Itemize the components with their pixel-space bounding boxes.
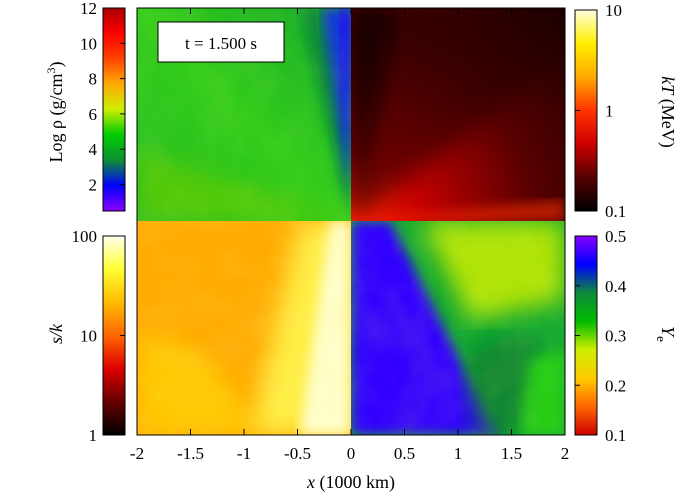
simulation-field [137,8,565,435]
x-tick-label: 1 [454,444,463,463]
x-tick-label: 0 [347,444,356,463]
x-axis-label: x (1000 km) [306,472,395,493]
colorbar-tick-label: 0.2 [605,376,626,395]
x-tick-label: -2 [130,444,144,463]
colorbar-ye-ticks: 0.1 0.2 0.3 0.4 0.5 [575,227,627,445]
colorbar-density: 2 4 6 8 10 12 Log ρ (g/cm3) [44,0,126,212]
colorbar-tick-label: 0.4 [605,277,627,296]
colorbar-density-label: Log ρ (g/cm3) [44,62,67,163]
x-tick-label: 0.5 [394,444,415,463]
x-tick-label: -1.5 [177,444,204,463]
temperature-quadrant [351,8,565,221]
colorbar-ye: 0.1 0.2 0.3 0.4 0.5 Ye [574,227,678,445]
entropy-quadrant [137,221,351,435]
colorbar-density-ticks: 2 4 6 8 10 12 [80,0,125,195]
colorbar-tick-label: 6 [89,105,98,124]
colorbar-tick-label: 10 [80,34,97,53]
colorbar-tick-label: 10 [605,1,622,20]
colorbar-temperature-ticks: 0.1 1 10 [575,1,626,221]
colorbar-entropy-label: s/k [46,323,66,344]
colorbar-tick-label: 10 [80,327,97,346]
x-tick-label: 2 [561,444,570,463]
x-tick-label: 1.5 [501,444,522,463]
colorbar-tick-label: 1 [89,426,98,445]
colorbar-entropy: 1 10 100 s/k [46,227,126,445]
x-tick-label: -1 [237,444,251,463]
x-axis: -2 -1.5 -1 -0.5 0 0.5 1 1.5 2 [130,8,569,463]
time-label-box: t = 1.500 s [157,21,285,63]
colorbar-tick-label: 0.5 [605,227,626,246]
colorbar-tick-label: 0.3 [605,327,626,346]
colorbar-tick-label: 4 [89,140,98,159]
colorbar-temperature: 0.1 1 10 kT (MeV) [574,1,678,221]
colorbar-tick-label: 0.1 [605,426,626,445]
colorbar-temperature-label: kT (MeV) [657,76,678,147]
colorbar-density-gradient [102,7,126,212]
time-label: t = 1.500 s [185,34,257,53]
colorbar-tick-label: 100 [72,227,98,246]
colorbar-tick-label: 2 [89,176,98,195]
colorbar-tick-label: 0.1 [605,202,626,221]
x-tick-label: -0.5 [284,444,311,463]
ye-quadrant [351,221,565,435]
colorbar-tick-label: 1 [605,102,614,121]
colorbar-ye-label: Ye [654,326,678,342]
colorbar-tick-label: 8 [89,70,98,89]
colorbar-tick-label: 12 [80,0,97,18]
colorbar-entropy-ticks: 1 10 100 [72,227,125,445]
